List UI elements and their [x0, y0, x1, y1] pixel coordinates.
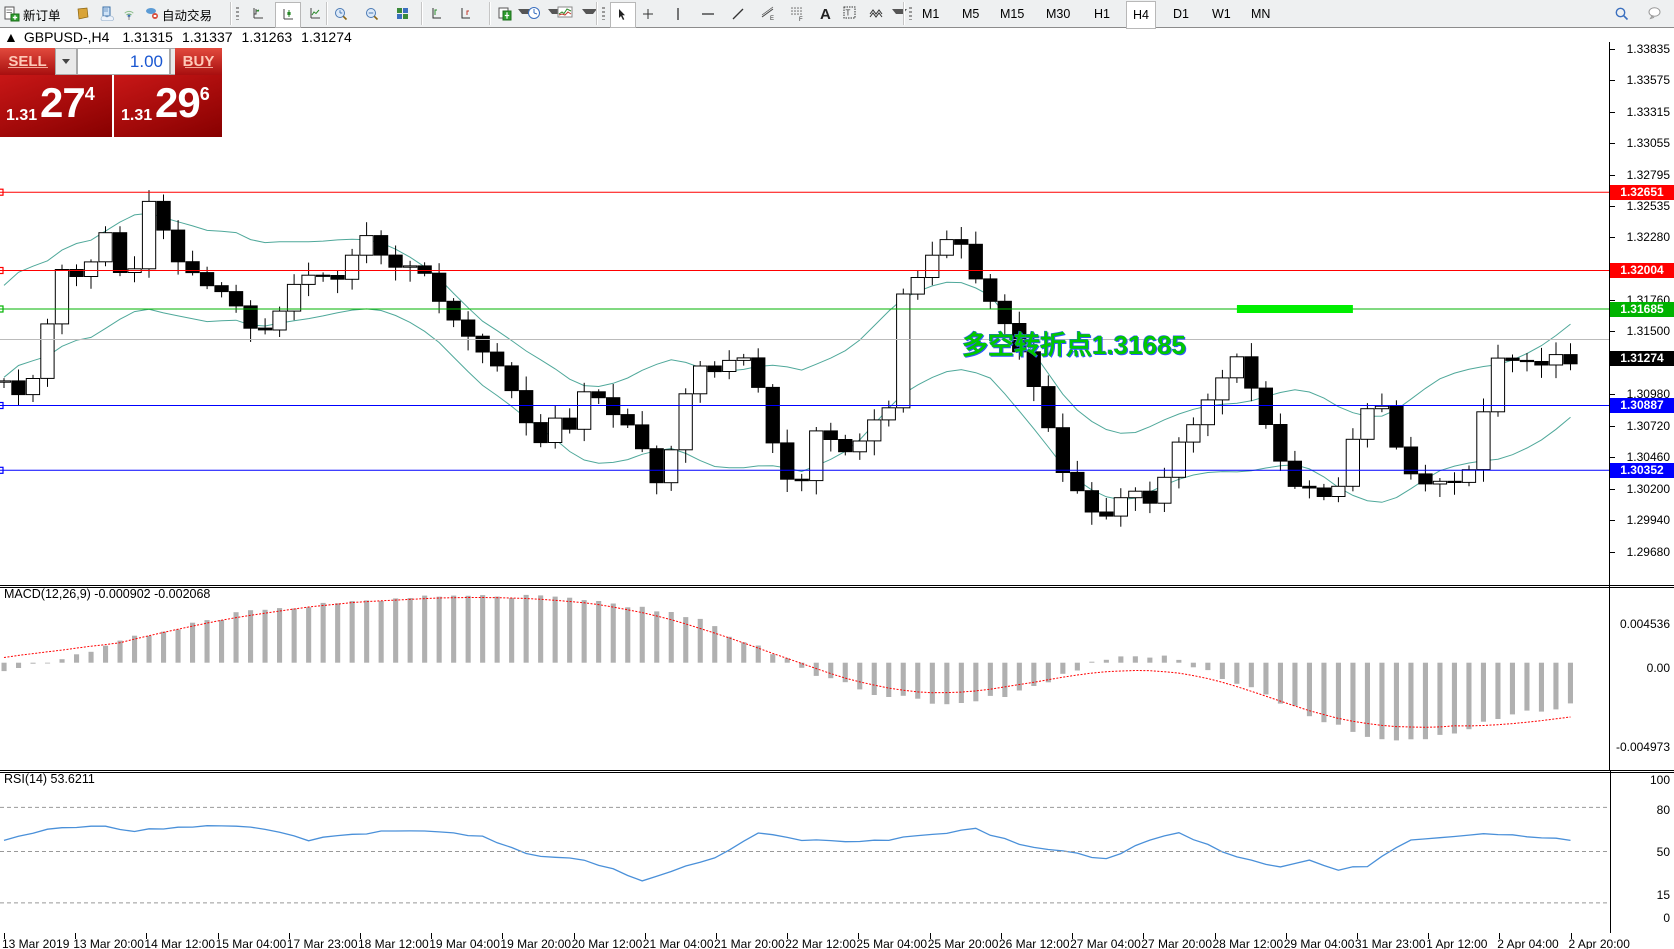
svg-text:T: T [846, 9, 851, 18]
svg-text:F: F [799, 17, 803, 22]
svg-text:E: E [770, 16, 774, 22]
